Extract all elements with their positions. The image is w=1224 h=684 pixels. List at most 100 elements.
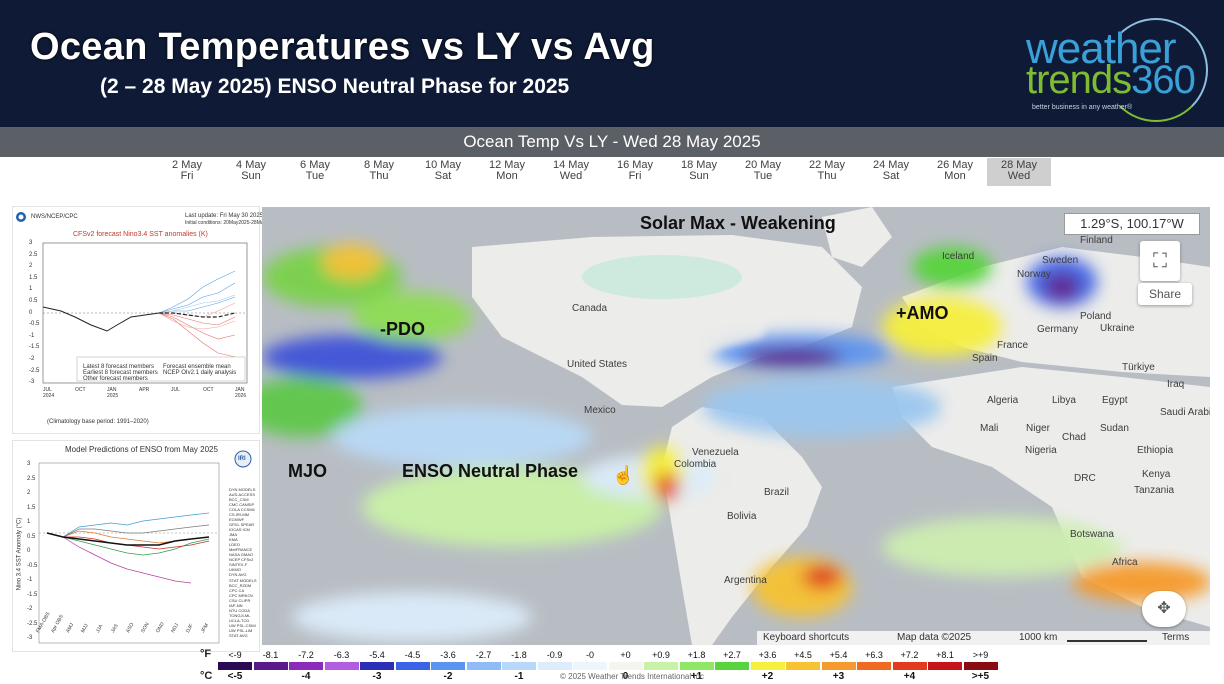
date-tab[interactable]: 4 May Sun [219,158,283,186]
sst-anomaly-map[interactable]: Canada United States Mexico Venezuela Colomb… [262,207,1210,645]
color-swatch [289,662,323,670]
warm-anomaly-patch [882,517,1122,577]
country-label: Tanzania [1134,485,1175,496]
label-solar-max: Solar Max - Weakening [640,213,836,233]
color-swatch [644,662,678,670]
legend-latest: Latest 8 forecast members [83,364,155,370]
fahrenheit-value: +3.6 [758,650,777,660]
model-legend-item: LDEO [229,542,240,547]
celsius-value [928,670,962,684]
forecast-member-line [158,294,236,314]
date-tab-date: 2 May [172,159,202,171]
model-legend-item: GFDL SPEAR [229,522,255,527]
date-tab[interactable]: 6 May Tue [283,158,347,186]
x-tick-label: JAN 2026 [235,387,247,399]
terms-link[interactable]: Terms [1162,632,1190,643]
plume-title: Model Predictions of ENSO from May 2025 [65,445,218,454]
fahrenheit-value: -7.2 [298,650,314,660]
country-label: Egypt [1102,395,1128,406]
date-tab[interactable]: 8 May Thu [347,158,411,186]
color-swatch [360,662,394,670]
country-label: Bolivia [727,511,757,522]
map-footer: Keyboard shortcuts Map data ©2025 1000 k… [757,631,1210,645]
color-swatch [502,662,536,670]
celsius-value: -2 [443,671,453,682]
date-tab[interactable]: 10 May Sat [411,158,475,186]
agency-label: NWS/NCEP/CPC [31,214,78,220]
color-swatch [715,662,749,670]
last-update-label: Last update: Fri May 30 2025 [185,213,264,219]
model-legend-item: AUS-ACCESS [229,492,256,497]
model-legend-item: TONGJI-ML [229,613,251,618]
color-swatch [608,662,643,670]
y-tick-label: -2 [29,356,35,362]
warm-anomaly-patch [352,292,472,342]
date-tab-day: Tue [305,170,325,182]
date-tab[interactable]: 2 May Fri [155,158,219,186]
color-swatch [963,662,998,670]
date-tab-date: 8 May [364,159,394,171]
date-tab-day: Mon [944,170,966,182]
model-legend-item: UCLA-TCD [229,618,250,623]
date-tab[interactable]: 18 May Sun [667,158,731,186]
celsius-value [467,670,501,684]
x-tick-label: OCT [75,387,86,393]
map-canvas[interactable] [262,207,1210,645]
model-legend-item: NASA GMAO [229,552,254,557]
date-tab-day: Thu [817,170,837,182]
date-tab[interactable]: 24 May Sat [859,158,923,186]
color-swatch [573,662,607,670]
warm-anomaly-patch [362,467,662,547]
country-label: Colombia [674,459,717,470]
celsius-value: 0 [622,671,629,682]
fahrenheit-value: +7.2 [900,650,919,660]
country-label: Argentina [724,575,767,586]
color-swatch [750,662,785,670]
date-tab[interactable]: 28 May Wed [987,158,1051,186]
date-tab[interactable]: 14 May Wed [539,158,603,186]
model-line [46,532,192,584]
plume-y-label: Nino 3.4 SST Anomaly (°C) [16,517,23,591]
cold-atlantic-core [742,347,842,367]
date-tab[interactable]: 22 May Thu [795,158,859,186]
model-legend-item: CMC CANSIP [229,502,255,507]
fahrenheit-value: +1.8 [687,650,706,660]
keyboard-shortcuts-link[interactable]: Keyboard shortcuts [763,632,850,643]
y-tick-label: 0 [27,548,31,554]
celsius-value [786,670,820,684]
fahrenheit-value: -5.4 [369,650,385,660]
map-data-attribution: Map data ©2025 [897,632,972,643]
model-legend-item: MetFRANCE [229,547,253,552]
fullscreen-button[interactable]: ⛶ [1140,241,1180,281]
color-scale-legend: °F °C <-9 -8.1 -7.2 -6.3 -5.4 -4.5 -3.6 -2.7 -1.… [200,648,1010,684]
country-label: Mali [980,423,999,434]
y-tick-label: 2.5 [27,475,36,482]
enso-warm-core [655,473,679,501]
date-tab[interactable]: 16 May Fri [603,158,667,186]
date-tab[interactable]: 20 May Tue [731,158,795,186]
color-swatch [324,662,359,670]
share-button[interactable]: Share [1138,283,1192,305]
color-swatch [786,662,820,670]
noaa-logo-inner-icon [18,214,24,220]
celsius-value: +2 [761,671,774,682]
model-legend-item: JMA [229,532,237,537]
country-label: Norway [1017,269,1051,280]
model-legend-item: UKMO [229,567,241,572]
pan-control[interactable]: ✥ [1142,591,1186,627]
map-title: Ocean Temp Vs LY - Wed 28 May 2025 [463,132,761,151]
date-tab[interactable]: 26 May Mon [923,158,987,186]
x-tick-label: APR [139,387,150,393]
y-tick-label: 0 [29,309,33,316]
y-tick-label: -2 [27,606,33,612]
y-tick-label: 0.5 [29,298,38,304]
y-tick-label: 2 [29,263,33,270]
logo-text-trends: trends360 [1026,58,1196,102]
fahrenheit-value: +0.9 [652,650,670,660]
date-tab-day: Fri [180,170,194,182]
south-america-interior [712,437,792,557]
date-tab[interactable]: 12 May Mon [475,158,539,186]
header-banner: Ocean Temperatures vs LY vs Avg (2 – 28 … [0,0,1224,127]
model-legend-item: SINTEX-F [229,562,248,567]
country-label: Venezuela [692,447,739,458]
